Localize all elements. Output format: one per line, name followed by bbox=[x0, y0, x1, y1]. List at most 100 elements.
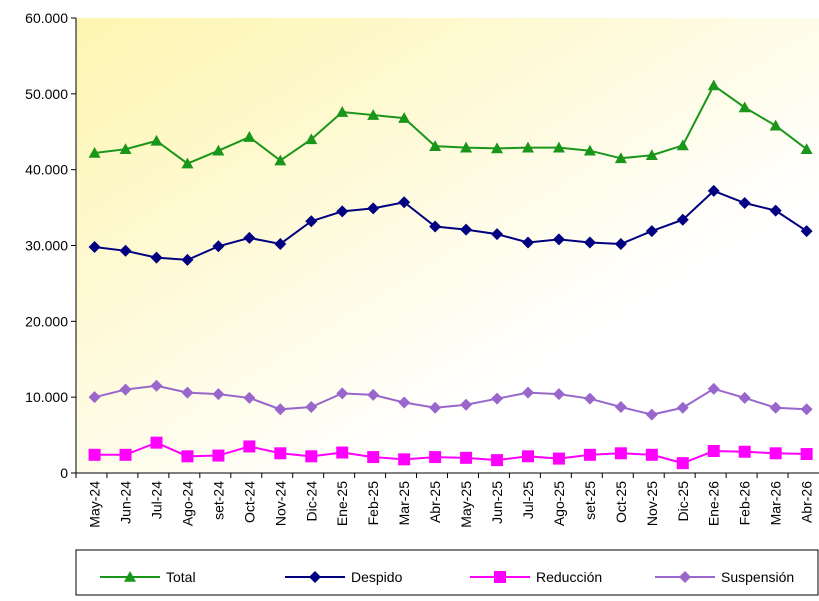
point bbox=[460, 451, 473, 464]
x-tick-label: set-24 bbox=[210, 481, 226, 520]
x-tick-label: Dic-25 bbox=[675, 481, 691, 522]
y-tick-label: 0 bbox=[60, 465, 68, 481]
x-tick-label: Jul-24 bbox=[148, 481, 164, 519]
point bbox=[305, 450, 318, 463]
point bbox=[367, 388, 380, 401]
point bbox=[88, 241, 101, 254]
point bbox=[150, 134, 163, 146]
point bbox=[336, 446, 349, 459]
x-tick-label: Abr-26 bbox=[799, 481, 815, 523]
point bbox=[212, 240, 225, 253]
point bbox=[552, 141, 565, 153]
point bbox=[274, 237, 287, 250]
point bbox=[521, 141, 534, 153]
point bbox=[769, 204, 782, 217]
point bbox=[119, 143, 132, 154]
y-tick-label: 60.000 bbox=[25, 10, 68, 26]
x-tick-label: Feb-25 bbox=[365, 481, 381, 526]
point bbox=[552, 452, 565, 465]
x-tick-label: May-24 bbox=[87, 481, 103, 528]
legend-label: Reducción bbox=[536, 569, 602, 585]
point bbox=[491, 228, 504, 241]
point bbox=[119, 448, 132, 461]
point bbox=[88, 146, 101, 158]
series-line bbox=[94, 84, 808, 165]
x-tick-label: Jun-24 bbox=[118, 481, 134, 524]
point bbox=[676, 139, 689, 151]
point bbox=[119, 244, 132, 257]
x-tick-label: Mar-25 bbox=[396, 481, 412, 526]
point bbox=[614, 401, 627, 414]
point bbox=[521, 386, 534, 399]
point bbox=[336, 387, 349, 400]
y-tick-label: 50.000 bbox=[25, 86, 68, 102]
point bbox=[707, 184, 720, 197]
point bbox=[212, 388, 225, 401]
legend-marker bbox=[124, 571, 136, 582]
x-tick-label: Oct-24 bbox=[241, 481, 257, 523]
point bbox=[676, 401, 689, 414]
point bbox=[429, 140, 442, 151]
x-tick-label: Ago-24 bbox=[179, 481, 195, 526]
point bbox=[738, 391, 751, 404]
x-tick-label: Mar-26 bbox=[768, 481, 784, 526]
point bbox=[367, 109, 380, 120]
point bbox=[491, 454, 504, 467]
point bbox=[212, 449, 225, 462]
point bbox=[243, 391, 256, 404]
point bbox=[676, 213, 689, 226]
point bbox=[491, 392, 504, 405]
point bbox=[800, 448, 813, 461]
point bbox=[181, 386, 194, 399]
point bbox=[460, 223, 473, 236]
point bbox=[645, 225, 658, 238]
point bbox=[398, 112, 411, 123]
point bbox=[769, 447, 782, 460]
point bbox=[583, 236, 596, 249]
point bbox=[429, 401, 442, 414]
point bbox=[707, 445, 720, 458]
y-tick-label: 20.000 bbox=[25, 313, 68, 329]
point bbox=[119, 383, 132, 396]
point bbox=[212, 144, 225, 156]
x-tick-label: Jul-25 bbox=[520, 481, 536, 519]
point bbox=[429, 451, 442, 464]
point bbox=[645, 408, 658, 421]
x-tick-label: Feb-26 bbox=[737, 481, 753, 526]
point bbox=[181, 157, 194, 169]
point bbox=[800, 143, 813, 154]
x-tick-label: Dic-24 bbox=[303, 481, 319, 522]
point bbox=[800, 225, 813, 238]
x-tick-label: Nov-24 bbox=[272, 481, 288, 526]
point bbox=[305, 215, 318, 228]
point bbox=[614, 447, 627, 460]
point bbox=[645, 448, 658, 461]
point bbox=[274, 403, 287, 416]
point bbox=[429, 220, 442, 233]
point bbox=[521, 450, 534, 463]
x-tick-label: Nov-25 bbox=[644, 481, 660, 526]
point bbox=[243, 231, 256, 244]
point bbox=[243, 440, 256, 453]
point bbox=[88, 448, 101, 461]
point bbox=[367, 202, 380, 215]
point bbox=[707, 382, 720, 395]
point bbox=[645, 149, 658, 161]
x-tick-label: Oct-25 bbox=[613, 481, 629, 523]
x-tick-label: Ene-25 bbox=[334, 481, 350, 526]
point bbox=[336, 106, 349, 117]
series-line bbox=[94, 189, 808, 261]
x-tick-label: May-25 bbox=[458, 481, 474, 528]
point bbox=[521, 236, 534, 249]
legend-label: Suspensión bbox=[721, 569, 794, 585]
point bbox=[583, 392, 596, 405]
point bbox=[707, 79, 720, 91]
point bbox=[583, 448, 596, 461]
x-tick-label: set-25 bbox=[582, 481, 598, 520]
point bbox=[150, 379, 163, 392]
point bbox=[460, 398, 473, 411]
point bbox=[274, 154, 287, 166]
point bbox=[800, 403, 813, 416]
point bbox=[305, 401, 318, 414]
